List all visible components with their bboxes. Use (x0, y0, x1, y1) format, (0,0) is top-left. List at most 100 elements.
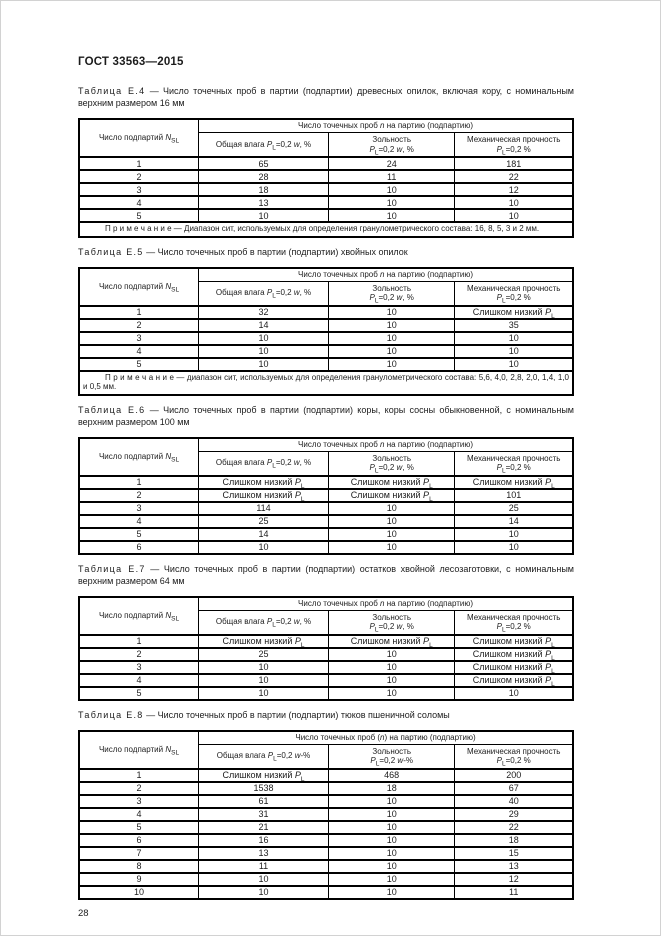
table-cell: 3 (78, 330, 200, 346)
table-cell: 4 (78, 806, 200, 822)
table-cell: 10 (454, 539, 574, 555)
span-header: Число точечных проб n на партию (подпарт… (198, 118, 574, 133)
table-row: 5 10 10 10 (78, 356, 574, 372)
table-cell: 10 (198, 659, 329, 675)
table-cell: 9 (78, 871, 200, 887)
table-e6-caption: Таблица Е.6 — Число точечных проб в парт… (78, 404, 574, 428)
table-cell: Слишком низкий PL (454, 659, 574, 675)
span-header: Число точечных проб (n) на партию (подпа… (198, 730, 574, 745)
col-header-subparties: Число подпартий NSL (78, 437, 200, 476)
table-body: 1 Слишком низкий PL Слишком низкий PL Слишк… (78, 474, 574, 555)
table-row: 4 13 10 10 (78, 195, 574, 210)
span-header: Число точечных проб n на партию (подпарт… (198, 437, 574, 452)
table-cell: Слишком низкий PL (198, 487, 329, 503)
table-cell: 13 (454, 858, 574, 874)
table-cell: 2 (78, 646, 200, 662)
table-row: 7 13 10 15 (78, 845, 574, 861)
table-cell: 10 (327, 845, 456, 861)
table-cell: 10 (327, 182, 456, 197)
table-cell: 10 (454, 195, 574, 210)
col-header-strength: Механическая прочность PL=0,2 % (454, 743, 574, 769)
table-cell: 1538 (198, 780, 329, 796)
table-cell: 10 (327, 685, 456, 701)
table-cell: 10 (327, 513, 456, 529)
table-row: 4 10 10 10 (78, 343, 574, 359)
col-header-moisture: Общая влага PL=0,2 w-% (198, 743, 329, 769)
table-cell: 10 (198, 871, 329, 887)
caption-text: — Число точечных проб в партии (подпарти… (78, 404, 574, 427)
table-cell: 10 (454, 685, 574, 701)
col-header-subparties: Число подпартий NSL (78, 267, 200, 306)
table-cell: 10 (198, 330, 329, 346)
table-cell: 10 (327, 304, 456, 320)
table-cell: 3 (78, 659, 200, 675)
table-cell: Слишком низкий PL (454, 633, 574, 649)
table-note: П р и м е ч а н и е — Диапазон сит, испо… (78, 221, 574, 237)
table-row: 1 Слишком низкий PL 468 200 (78, 767, 574, 783)
document-title: ГОСТ 33563—2015 (78, 56, 184, 68)
table-cell: 5 (78, 685, 200, 701)
table-e4-caption: Таблица Е.4 — Число точечных проб в парт… (78, 85, 574, 109)
table-cell: 13 (198, 195, 329, 210)
table-row: 6 10 10 10 (78, 539, 574, 555)
caption-text: — Число точечных проб в партии (подпарти… (143, 246, 408, 257)
table-cell: 10 (327, 806, 456, 822)
span-header: Число точечных проб n на партию (подпарт… (198, 267, 574, 282)
table-row: 2 1538 18 67 (78, 780, 574, 796)
table-cell: 10 (327, 500, 456, 516)
table-cell: 10 (327, 793, 456, 809)
table-cell: 10 (198, 208, 329, 223)
table-cell: 10 (327, 884, 456, 900)
table-row: 3 10 10 10 (78, 330, 574, 346)
table-cell: 10 (454, 356, 574, 372)
table-cell: 10 (198, 685, 329, 701)
table-row: 3 114 10 25 (78, 500, 574, 516)
table-cell: Слишком низкий PL (327, 487, 456, 503)
table-cell: 10 (327, 819, 456, 835)
table-cell: Слишком низкий PL (198, 767, 329, 783)
table-cell: Слишком низкий PL (454, 474, 574, 490)
table-cell: 4 (78, 195, 200, 210)
table-cell: 31 (198, 806, 329, 822)
table-cell: 2 (78, 317, 200, 333)
table-cell: 10 (198, 539, 329, 555)
table-cell: 10 (327, 526, 456, 542)
table-cell: 2 (78, 487, 200, 503)
table-cell: 65 (198, 156, 329, 171)
table-cell: 10 (327, 871, 456, 887)
table-cell: 18 (454, 832, 574, 848)
table-cell: 10 (327, 343, 456, 359)
table-cell: 18 (198, 182, 329, 197)
col-header-moisture: Общая влага PL=0,2 w, % (198, 280, 329, 306)
table-cell: 10 (327, 539, 456, 555)
table-cell: 25 (198, 646, 329, 662)
table-cell: 2 (78, 169, 200, 184)
table-row: 1 32 10 Слишком низкий PL (78, 304, 574, 320)
table-cell: 10 (327, 195, 456, 210)
col-header-ash: Зольность PL=0,2 w-% (327, 743, 456, 769)
col-header-moisture: Общая влага PL=0,2 w, % (198, 132, 329, 158)
table-cell: 5 (78, 208, 200, 223)
caption-label: Таблица Е.5 (78, 246, 144, 257)
table-cell: 24 (327, 156, 456, 171)
table-row: 3 18 10 12 (78, 182, 574, 197)
table-cell: 5 (78, 526, 200, 542)
table-cell: 10 (454, 526, 574, 542)
table-body: 1 Слишком низкий PL 468 200 2 1538 18 67 3 61 10 40… (78, 767, 574, 900)
table-cell: Слишком низкий PL (198, 474, 329, 490)
table-row: 2 14 10 35 (78, 317, 574, 333)
table-cell: 6 (78, 539, 200, 555)
table-cell: 25 (454, 500, 574, 516)
table-cell: 114 (198, 500, 329, 516)
table-cell: 18 (327, 780, 456, 796)
table-row: 5 14 10 10 (78, 526, 574, 542)
table-cell: 22 (454, 169, 574, 184)
table-e8-caption: Таблица Е.8 — Число точечных проб в парт… (78, 709, 574, 721)
table-cell: 10 (327, 646, 456, 662)
table-cell: 10 (327, 832, 456, 848)
col-header-moisture: Общая влага PL=0,2 w, % (198, 450, 329, 476)
table-row: 5 10 10 10 (78, 208, 574, 223)
table-cell: 11 (454, 884, 574, 900)
table-cell: 1 (78, 474, 200, 490)
